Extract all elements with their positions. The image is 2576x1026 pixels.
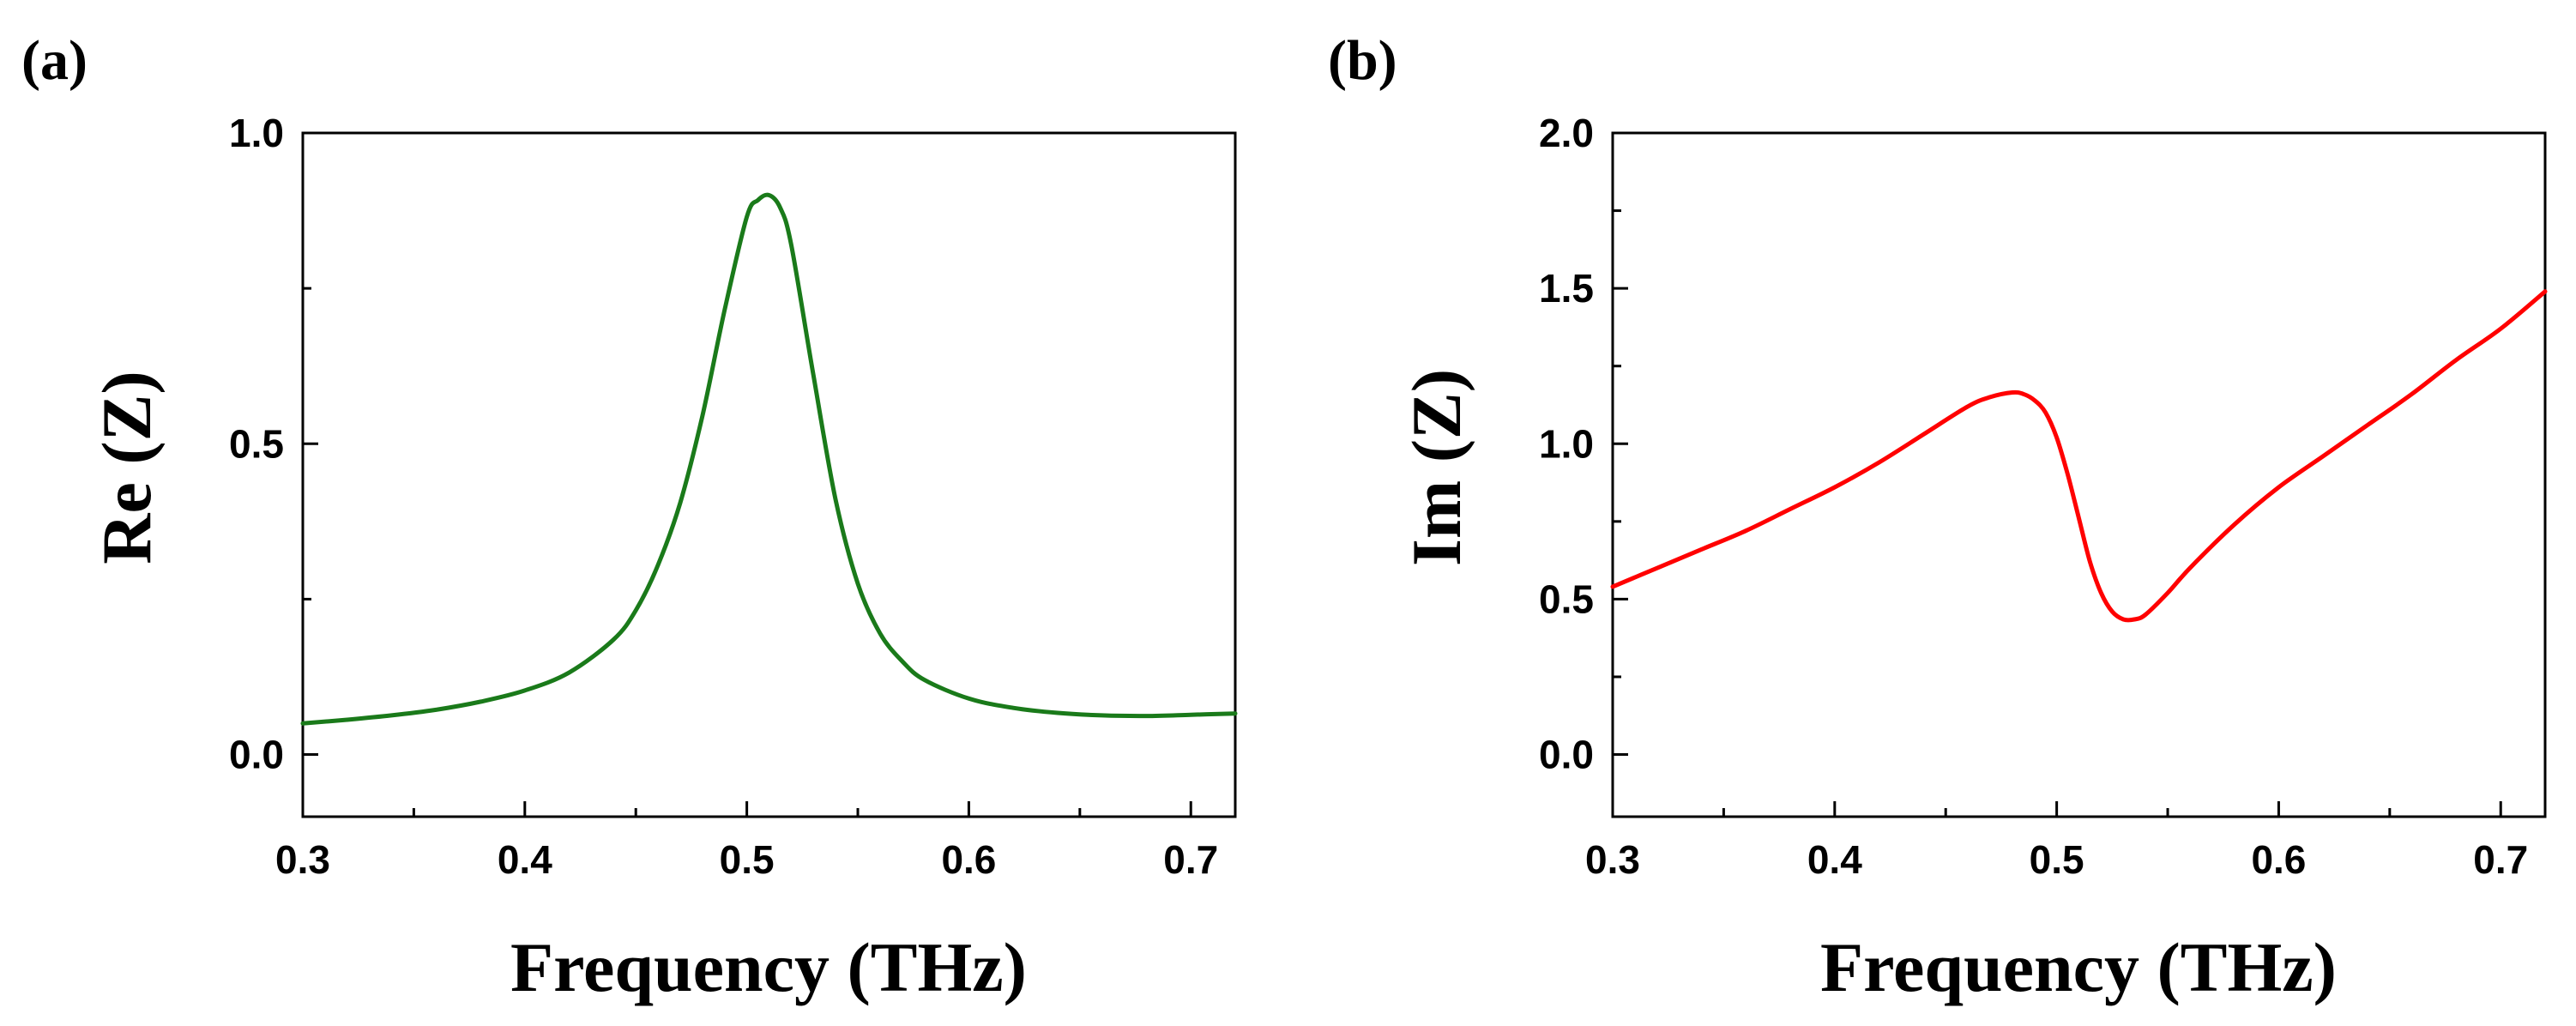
panel-a-ticks bbox=[301, 131, 1192, 817]
x-tick-label: 0.6 bbox=[941, 837, 996, 882]
panel-a-y-axis-title: Re (Z) bbox=[87, 371, 166, 564]
panel-b: (b) 0.3 0.4 0.5 0.6 0.7 0.0 0.5 1.0 1.5 2.0 Frequ… bbox=[1328, 29, 2548, 1006]
panel-b-y-axis-title: Im (Z) bbox=[1397, 369, 1475, 566]
x-tick-label: 0.4 bbox=[1807, 837, 1862, 882]
panel-b-ticks bbox=[1611, 131, 2502, 817]
panel-b-x-axis-title: Frequency (THz) bbox=[1820, 928, 2337, 1006]
x-tick-label: 0.3 bbox=[275, 837, 330, 882]
panel-a-tick-labels: 0.3 0.4 0.5 0.6 0.7 0.0 0.5 1.0 bbox=[229, 111, 1218, 882]
x-tick-label: 0.6 bbox=[2251, 837, 2306, 882]
series-line bbox=[1610, 289, 2548, 623]
panel-a: (a) 0.3 0.4 0.5 0.6 0.7 0.0 0.5 1.0 Frequency (… bbox=[21, 29, 1238, 1006]
panel-a-series bbox=[300, 192, 1238, 726]
panel-b-series bbox=[1610, 289, 2548, 623]
y-tick-label: 0.5 bbox=[1539, 576, 1594, 621]
panel-b-tick-labels: 0.3 0.4 0.5 0.6 0.7 0.0 0.5 1.0 1.5 2.0 bbox=[1539, 111, 2528, 882]
series-line bbox=[300, 192, 1238, 726]
panel-a-label: (a) bbox=[21, 29, 87, 92]
y-tick-label: 0.5 bbox=[229, 421, 284, 466]
panel-a-x-axis-title: Frequency (THz) bbox=[510, 928, 1027, 1006]
y-tick-label: 1.0 bbox=[229, 111, 284, 155]
x-tick-label: 0.7 bbox=[1163, 837, 1218, 882]
panel-a-plot-frame bbox=[301, 131, 1237, 818]
y-tick-label: 0.0 bbox=[229, 733, 284, 777]
x-tick-label: 0.5 bbox=[2030, 837, 2084, 882]
y-tick-label: 2.0 bbox=[1539, 111, 1594, 155]
x-tick-label: 0.3 bbox=[1585, 837, 1640, 882]
panel-b-label: (b) bbox=[1328, 29, 1397, 92]
y-tick-label: 1.5 bbox=[1539, 266, 1594, 311]
x-tick-label: 0.7 bbox=[2473, 837, 2528, 882]
panel-b-plot-frame bbox=[1611, 131, 2547, 818]
x-tick-label: 0.4 bbox=[498, 837, 552, 882]
y-tick-label: 0.0 bbox=[1539, 733, 1594, 777]
y-tick-label: 1.0 bbox=[1539, 421, 1594, 466]
x-tick-label: 0.5 bbox=[720, 837, 775, 882]
